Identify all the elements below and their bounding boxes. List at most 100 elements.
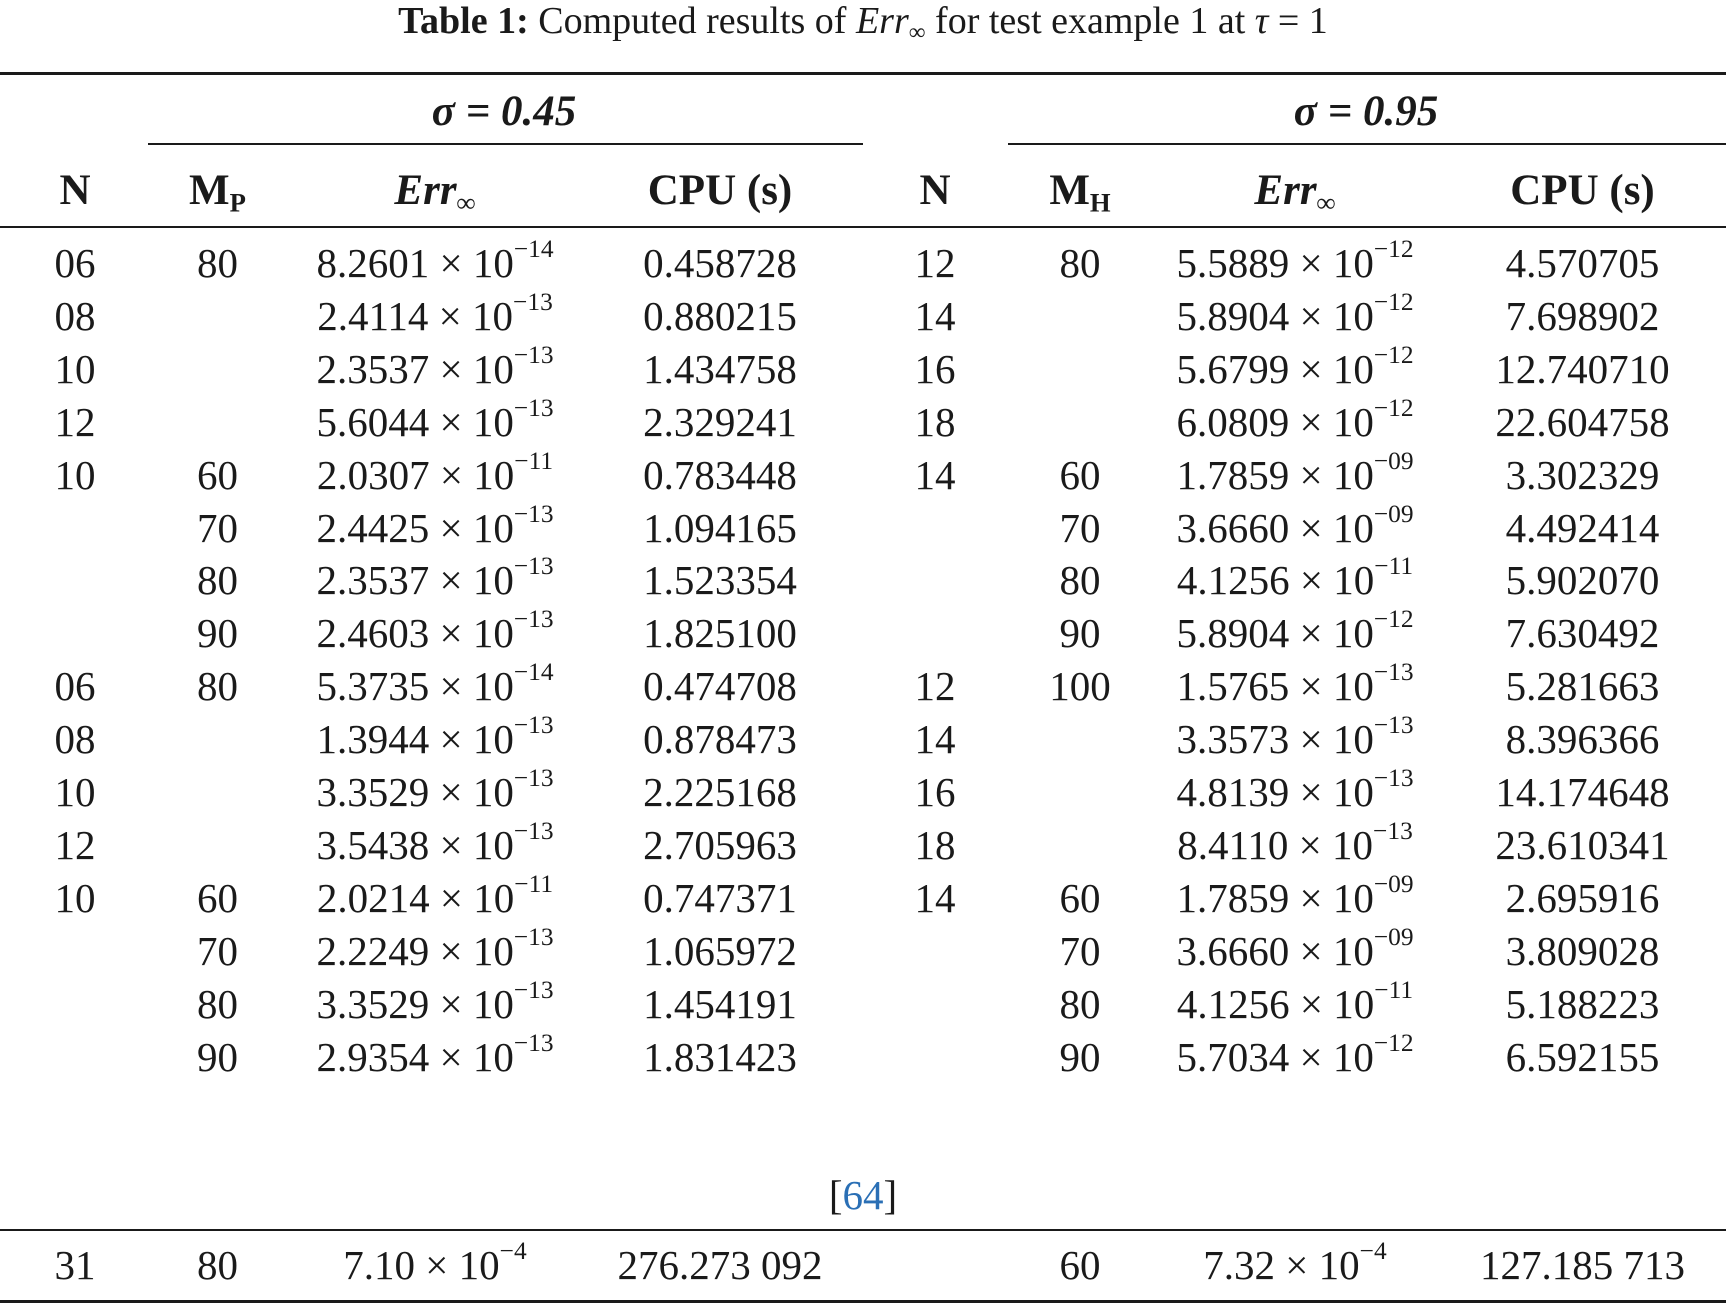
err-mantissa: 3.3529 <box>316 981 430 1027</box>
err-exponent: −12 <box>1373 605 1414 634</box>
err-mantissa: 1.5765 <box>1176 663 1290 709</box>
cpu-right-cell: 4.492414 <box>1505 505 1660 551</box>
cpu-right-cell: 2.695916 <box>1505 875 1660 921</box>
reference-link[interactable]: 64 <box>842 1172 884 1218</box>
final-mp: 80 <box>197 1242 238 1288</box>
err-base: 10 <box>1332 875 1374 921</box>
cpu-left-cell: 2.329241 <box>643 399 797 445</box>
times-sign: × <box>439 981 463 1027</box>
err-base: 10 <box>1332 716 1374 762</box>
final-cpu-left: 276.273 092 <box>617 1242 823 1288</box>
times-sign: × <box>1299 399 1323 445</box>
header-mh-sub: H <box>1089 187 1111 218</box>
header-err-right: Err∞ <box>1150 167 1440 218</box>
err-exponent: −4 <box>499 1237 527 1266</box>
mh-cell: 90 <box>1059 610 1101 656</box>
err-mantissa: 3.6660 <box>1176 505 1290 551</box>
header-mh: MH <box>1020 167 1140 218</box>
cpu-left-cell: 1.523354 <box>643 557 797 603</box>
err-base: 10 <box>1332 663 1374 709</box>
times-sign: × <box>439 716 463 762</box>
header-n-left: N <box>59 167 91 214</box>
err-base: 10 <box>472 1034 514 1080</box>
mp-cell: 80 <box>197 557 238 603</box>
header-mp-sub: P <box>229 187 246 218</box>
caption-tau-value: = 1 <box>1277 0 1328 42</box>
times-sign: × <box>1299 769 1323 815</box>
err-mantissa: 8.4110 <box>1177 822 1289 868</box>
group-rule-right <box>1008 143 1726 145</box>
caption-text-post: for test example 1 at <box>935 0 1246 42</box>
err-base: 10 <box>1333 981 1375 1027</box>
err-exponent: −09 <box>1373 923 1414 952</box>
cpu-left-cell: 1.434758 <box>643 346 797 392</box>
n-left-cell: 10 <box>54 875 96 921</box>
times-sign: × <box>439 928 463 974</box>
final-err-right: 7.32 × 10−4 <box>1150 1238 1440 1289</box>
times-sign: × <box>1299 240 1323 286</box>
header-n-right: N <box>919 167 951 214</box>
n-left-cell: 06 <box>54 663 96 709</box>
err-exponent: −12 <box>1373 288 1414 317</box>
top-rule <box>0 72 1726 75</box>
err-exponent: −14 <box>513 658 554 687</box>
cpu-left-cell: 1.065972 <box>643 928 797 974</box>
err-mantissa: 2.4114 <box>317 293 429 339</box>
err-mantissa: 7.10 <box>343 1242 416 1288</box>
err-left-cell: 2.4425 × 10−13 <box>290 501 580 552</box>
header-err-right-sub: ∞ <box>1316 187 1336 218</box>
err-exponent: −13 <box>513 552 554 581</box>
err-base: 10 <box>472 716 514 762</box>
err-left-cell: 5.6044 × 10−13 <box>290 395 580 446</box>
err-exponent: −13 <box>513 976 554 1005</box>
group-header-right: σ = 0.95 <box>1293 88 1439 135</box>
err-right-cell: 3.6660 × 10−09 <box>1150 924 1440 975</box>
err-mantissa: 2.3537 <box>316 346 430 392</box>
cpu-right-cell: 5.188223 <box>1505 981 1660 1027</box>
err-exponent: −14 <box>513 235 554 264</box>
cpu-left-cell: 0.880215 <box>643 293 797 339</box>
err-exponent: −13 <box>513 1029 554 1058</box>
times-sign: × <box>1299 346 1323 392</box>
mp-cell: 70 <box>197 928 238 974</box>
err-mantissa: 5.7034 <box>1176 1034 1290 1080</box>
final-cpu-right: 127.185 713 <box>1480 1242 1685 1288</box>
err-right-cell: 4.1256 × 10−11 <box>1150 977 1440 1028</box>
err-mantissa: 2.0214 <box>316 875 430 921</box>
err-exponent: −13 <box>513 288 553 317</box>
err-base: 10 <box>472 240 514 286</box>
err-exponent: −12 <box>1373 394 1414 423</box>
err-base: 10 <box>472 663 514 709</box>
err-mantissa: 7.32 <box>1203 1242 1276 1288</box>
header-err-left: Err∞ <box>290 167 580 216</box>
n-right-cell: 16 <box>914 769 956 815</box>
n-right-cell: 14 <box>914 875 956 921</box>
err-mantissa: 1.7859 <box>1176 452 1290 498</box>
err-mantissa: 8.2601 <box>316 240 430 286</box>
cpu-right-cell: 7.698902 <box>1505 293 1660 339</box>
err-base: 10 <box>473 452 515 498</box>
err-mantissa: 2.3537 <box>316 557 430 603</box>
n-right-cell: 12 <box>914 663 956 709</box>
err-mantissa: 4.8139 <box>1176 769 1290 815</box>
cpu-right-cell: 3.302329 <box>1505 452 1660 498</box>
err-exponent: −13 <box>513 764 554 793</box>
times-sign: × <box>439 822 463 868</box>
final-top-rule <box>0 1229 1726 1231</box>
n-left-cell: 06 <box>54 240 96 286</box>
times-sign: × <box>425 1242 449 1288</box>
err-exponent: −13 <box>513 923 554 952</box>
err-base: 10 <box>1332 928 1374 974</box>
n-right-cell: 16 <box>914 346 956 392</box>
err-right-cell: 3.6660 × 10−09 <box>1150 501 1440 552</box>
err-right-cell: 8.4110 × 10−13 <box>1150 818 1440 869</box>
err-exponent: −09 <box>1373 447 1414 476</box>
times-sign: × <box>1299 1034 1323 1080</box>
err-mantissa: 5.5889 <box>1176 240 1290 286</box>
cpu-right-cell: 22.604758 <box>1495 399 1670 445</box>
err-base: 10 <box>1332 769 1374 815</box>
err-right-cell: 3.3573 × 10−13 <box>1150 712 1440 763</box>
err-left-cell: 2.3537 × 10−13 <box>290 553 580 604</box>
err-mantissa: 4.1256 <box>1176 981 1290 1027</box>
n-right-cell: 12 <box>914 240 956 286</box>
